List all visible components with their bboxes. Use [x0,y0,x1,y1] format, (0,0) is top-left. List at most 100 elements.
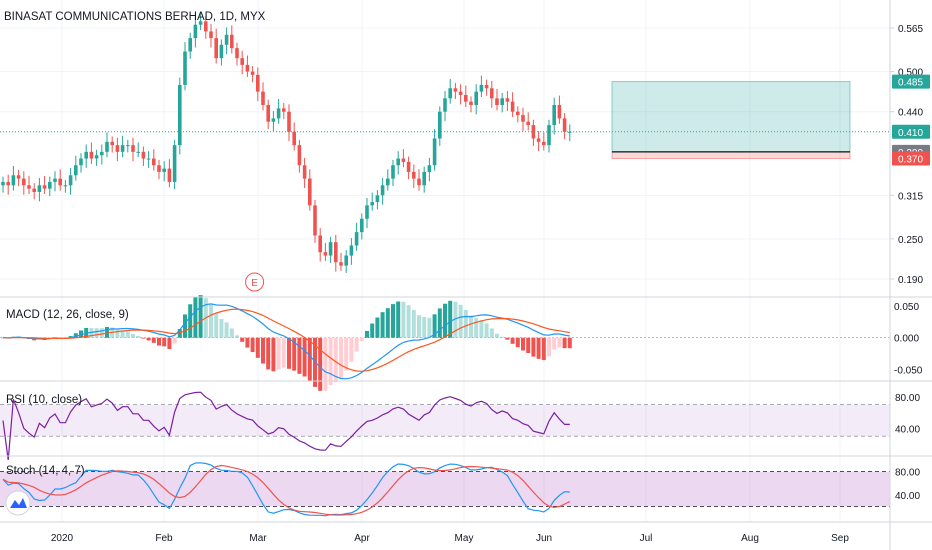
candle-body [79,158,83,166]
macd-histogram-bar [94,328,99,338]
macd-histogram-bar [136,335,141,338]
price-tick-label: 0.440 [898,108,923,119]
price-tag-box [892,124,930,139]
candle-body [100,151,104,156]
candle-body [6,181,10,186]
macd-histogram-bar [193,297,198,338]
x-tick-label: Jul [640,533,653,544]
macd-histogram-bar [172,337,177,344]
candle-body [178,84,182,146]
candle-body [552,105,556,126]
candle-body [219,44,224,59]
candle-body [240,58,244,65]
candle-body [11,175,16,186]
candle-body [183,51,187,85]
candle-body [146,158,151,160]
macd-histogram-bar [458,304,463,338]
candle-body [531,125,536,139]
rsi-line [2,391,570,460]
candle-body [458,91,463,95]
macd-histogram-bar [183,314,187,338]
macd-histogram-bar [427,317,432,338]
candle-body [443,98,447,112]
candle-body [141,151,146,159]
candle-body [1,181,5,186]
candle-body [266,105,270,122]
loss-zone [611,151,851,160]
candle-body [235,48,239,59]
macd-histogram-bar [489,328,494,338]
macd-histogram-bar [53,337,57,338]
macd-histogram-bar [391,304,395,338]
price-tag: 0.485 [892,74,930,89]
x-tick-label: May [455,533,474,544]
candle-body [557,105,562,119]
macd-histogram-bar [495,333,499,338]
macd-histogram-bar [151,337,156,343]
candle-body [375,195,380,203]
macd-histogram-bar [292,337,297,371]
macd-histogram-bar [146,337,151,341]
macd-histogram-bar [307,337,312,381]
candle-body [204,21,208,32]
stoch-pane [0,462,890,517]
macd-histogram-bar [541,337,546,361]
macd-histogram-bar [333,337,338,383]
long-position-box[interactable] [611,81,851,160]
macd-histogram-bar [281,337,286,368]
candle-body [568,131,572,133]
candle-body [193,24,198,39]
macd-histogram-bar [417,315,421,338]
macd-histogram-bar [271,337,276,372]
macd-histogram-bar [557,337,562,348]
stoch-d-line [2,464,571,516]
candle-body [365,205,369,219]
macd-histogram-bar [219,319,224,338]
macd-histogram-bar [266,337,271,370]
macd-histogram-bar [515,337,520,348]
macd-histogram-bar [552,337,557,350]
macd-histogram-bar [453,301,458,338]
candle-body [131,145,135,152]
macd-histogram-bar [73,333,78,338]
macd-histogram-bar [276,337,281,370]
candle-body [479,84,484,92]
candle-body [542,141,546,146]
macd-histogram-bar [105,326,109,338]
candle-body [214,38,218,59]
candle-body [126,145,130,147]
macd-histogram-bar [406,305,411,338]
candle-body [230,34,234,49]
stoch-k-line [2,462,570,517]
candle-body [261,91,265,106]
macd-histogram-bar [115,329,120,338]
candle-body [89,151,94,159]
candle-body [547,125,551,146]
macd-histogram-bar [437,308,442,338]
macd-histogram-bar [224,322,229,338]
stoch-label: Stoch (14, 4, 7) [6,465,85,477]
candle-body [510,101,515,112]
candle-body [53,178,57,182]
profit-zone [611,81,851,153]
macd-histogram-bar [505,337,510,340]
candle-body [516,111,520,116]
candle-body [474,91,478,106]
macd-histogram-bar [380,312,385,338]
candle-body [48,181,52,189]
macd-histogram-bar [261,337,265,364]
price-tag-box [892,151,930,166]
x-tick-label: Feb [155,533,173,544]
candle-body [271,118,276,122]
macd-histogram-bar [297,337,302,374]
candle-body [287,111,291,132]
candle-body [276,108,281,119]
macd-histogram-bar [547,337,551,357]
price-tick-label: 0.250 [898,235,923,246]
labels: BINASAT COMMUNICATIONS BERHAD, 1D, MYX M… [4,11,266,477]
macd-histogram-bar [344,337,349,371]
candle-body [432,138,437,166]
candle-body [386,178,390,186]
candle-body [256,74,260,92]
